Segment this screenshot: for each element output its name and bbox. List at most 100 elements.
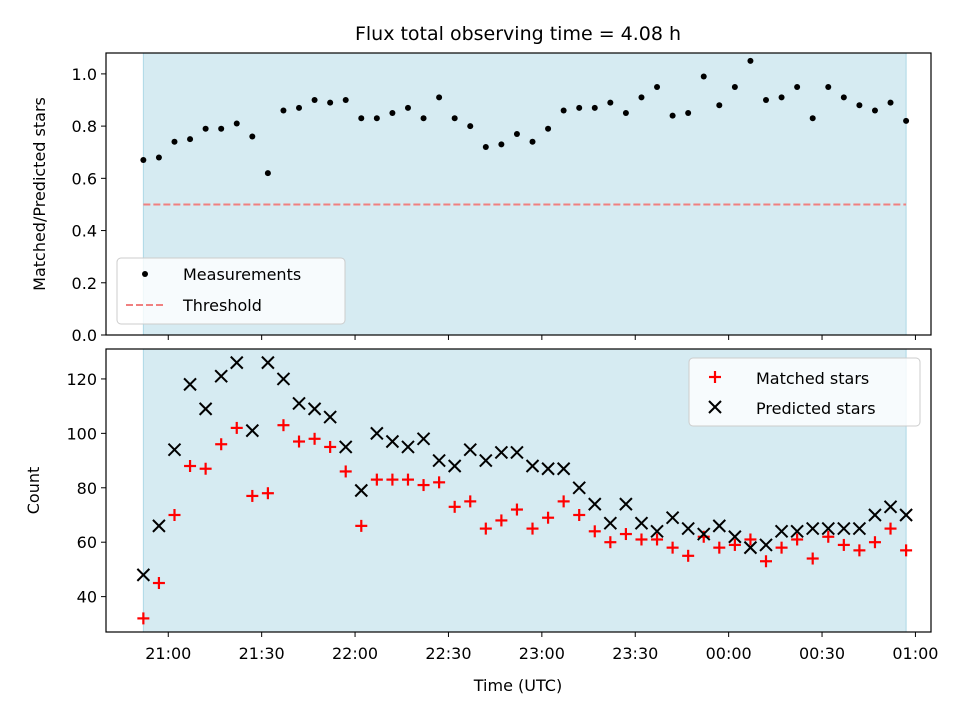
predicted-stars-point [245, 423, 260, 438]
predicted-stars-point [852, 521, 867, 536]
predicted-stars-point [385, 434, 400, 449]
matched-stars-point [651, 533, 664, 546]
top-panel: 0.0 0.2 0.4 0.6 0.8 1.0 Matched/Predicted sta… [30, 52, 932, 345]
matched-stars-point [682, 549, 695, 562]
measurement-point [327, 99, 334, 106]
predicted-stars-point [463, 442, 477, 457]
predicted-stars-point [650, 524, 664, 539]
measurement-point [607, 99, 614, 106]
x-tick-label: 00:00 [706, 644, 752, 663]
x-tick-label: 23:00 [519, 644, 565, 663]
predicted-stars-point [447, 459, 462, 473]
top-axes-frame [105, 52, 932, 336]
matched-stars-point [853, 544, 866, 557]
predicted-stars-point [307, 402, 322, 416]
matched-stars-point [184, 460, 197, 473]
measurement-point [311, 97, 318, 103]
matched-stars-point [728, 538, 741, 551]
predicted-stars-point [276, 372, 291, 386]
predicted-stars-point [494, 445, 509, 460]
predicted-stars-point [401, 440, 415, 454]
top-y-axis-label: Matched/Predicted stars [30, 97, 49, 291]
predicted-stars-point [370, 426, 384, 441]
top-x-ticks [167, 335, 916, 340]
predicted-stars-point [354, 483, 368, 498]
predicted-stars-point [479, 453, 493, 468]
measurement-point [887, 99, 894, 106]
measurement-point [576, 104, 583, 111]
measurement-point [187, 136, 194, 143]
measurement-point [155, 154, 162, 161]
x-tick-label: 01:00 [892, 644, 938, 663]
matched-stars-point [417, 479, 430, 492]
measurement-point [809, 115, 816, 122]
matched-stars-point [868, 536, 881, 549]
predicted-stars-point [167, 442, 182, 457]
predicted-stars-point [510, 445, 524, 460]
matched-stars-point [324, 440, 337, 453]
measurement-point [140, 157, 147, 164]
bottom-y-tick-label: 60 [77, 533, 97, 552]
measurement-point [171, 138, 178, 145]
measurement-point [747, 57, 754, 64]
matched-stars-point [744, 533, 757, 546]
measurement-point [513, 130, 520, 137]
measurement-point [856, 102, 863, 109]
top-y-tick-label: 1.0 [72, 65, 97, 84]
predicted-stars-point [556, 462, 571, 476]
predicted-stars-point [665, 511, 680, 525]
measurement-point [731, 83, 738, 90]
matched-stars-point [355, 519, 368, 532]
measurement-point [218, 125, 225, 132]
matched-stars-point [215, 438, 228, 451]
legend-matched-label: Matched stars [756, 369, 869, 388]
matched-stars-point [542, 511, 555, 524]
measurement-point [249, 133, 256, 140]
measurement-point [560, 107, 567, 114]
predicted-stars-point [805, 521, 820, 536]
measurement-point [467, 123, 474, 130]
measurement-point [638, 94, 645, 101]
matched-stars-point [246, 489, 259, 502]
measurement-point [545, 125, 552, 132]
x-tick-label: 22:00 [332, 644, 378, 663]
measurement-point [451, 115, 458, 122]
matched-stars-point [822, 530, 835, 543]
top-y-tick-label: 0.2 [72, 274, 97, 293]
x-tick-label: 23:30 [612, 644, 658, 663]
predicted-stars-point [198, 402, 213, 416]
legend-measurements-marker [142, 271, 148, 277]
bottom-y-axis-label: Count [24, 467, 43, 515]
matched-stars-point [277, 419, 290, 432]
matched-stars-point [666, 541, 679, 554]
measurement-point [358, 115, 365, 122]
measurement-point [591, 104, 598, 111]
matched-stars-point [230, 421, 243, 434]
predicted-stars-point [214, 369, 228, 383]
legend-predicted-marker [708, 400, 722, 414]
predicted-stars-point [525, 459, 540, 473]
measurement-point [903, 117, 910, 124]
measurement-point [716, 102, 723, 109]
bottom-y-ticks: 40 60 80 100 120 [66, 370, 106, 607]
matched-stars-point [573, 508, 586, 521]
x-tick-label: 00:30 [799, 644, 845, 663]
matched-stars-point [760, 555, 772, 568]
matched-stars-points [137, 419, 913, 625]
top-y-tick-label: 0.6 [72, 169, 97, 188]
bottom-y-tick-label: 100 [66, 424, 97, 443]
measurement-point [264, 170, 271, 177]
predicted-stars-point [572, 481, 586, 495]
predicted-stars-point [883, 500, 898, 514]
measurement-point [871, 107, 878, 114]
measurement-point [794, 83, 801, 90]
predicted-stars-point [152, 519, 166, 533]
predicted-stars-point [588, 497, 602, 511]
matched-stars-point [557, 495, 570, 508]
predicted-stars-point [743, 540, 758, 555]
bottom-x-ticks: 21:00 21:30 22:00 22:30 23:00 23:30 00:00 00:30… [145, 632, 938, 663]
bottom-y-tick-label: 120 [66, 370, 97, 389]
predicted-stars-point [323, 410, 337, 424]
bottom-panel: 40 60 80 100 120 21:00 21:30 22:00 22:30 23:00 23… [24, 348, 938, 695]
